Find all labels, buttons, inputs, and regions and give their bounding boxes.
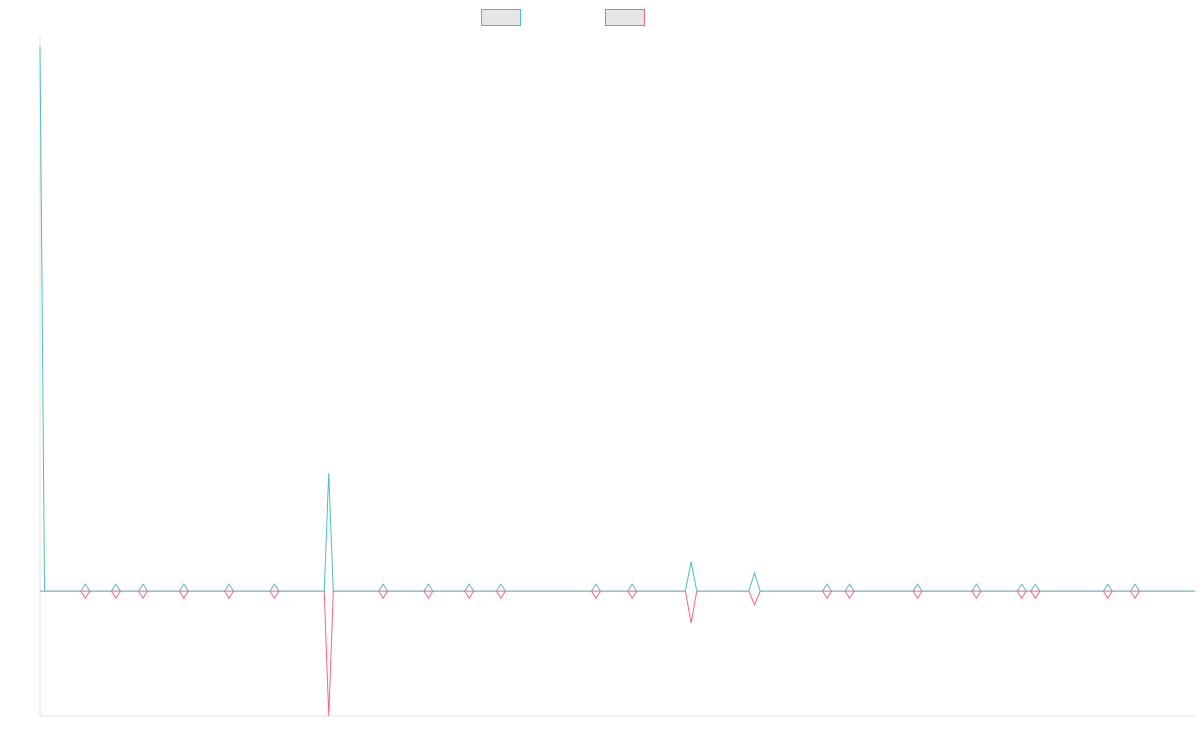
marker-lower xyxy=(844,590,856,600)
marker-lower xyxy=(223,590,235,600)
data-point-marker xyxy=(110,583,122,600)
marker-lower xyxy=(463,590,475,600)
legend xyxy=(481,9,645,26)
data-point-marker xyxy=(821,583,833,600)
marker-lower xyxy=(1029,590,1041,600)
marker-upper xyxy=(912,583,923,592)
data-point-marker xyxy=(1129,583,1141,600)
data-point-marker xyxy=(495,583,507,600)
marker-lower xyxy=(495,590,507,600)
marker-upper xyxy=(377,583,389,592)
marker-upper xyxy=(626,583,638,592)
marker-lower xyxy=(79,590,91,600)
marker-upper xyxy=(1029,583,1041,592)
data-point-marker xyxy=(912,583,923,600)
data-point-marker xyxy=(590,583,602,600)
marker-lower xyxy=(137,590,149,600)
marker-upper xyxy=(590,583,602,592)
series-layer xyxy=(39,46,1195,717)
data-point-marker xyxy=(79,583,91,600)
marker-upper xyxy=(463,583,475,592)
marker-lower xyxy=(912,590,923,600)
marker-lower xyxy=(268,590,280,600)
marker-upper xyxy=(79,583,91,592)
marker-upper xyxy=(137,583,149,592)
data-point-marker xyxy=(178,583,190,600)
marker-upper xyxy=(1102,583,1114,592)
marker-lower xyxy=(590,590,602,600)
data-point-marker xyxy=(463,583,475,600)
marker-upper xyxy=(422,583,434,592)
data-point-marker xyxy=(626,583,638,600)
data-point-marker xyxy=(268,583,280,600)
data-point-marker xyxy=(1016,583,1028,600)
data-point-marker xyxy=(377,583,389,600)
data-point-marker xyxy=(1029,583,1041,600)
marker-lower xyxy=(971,590,982,600)
data-point-marker xyxy=(223,583,235,600)
marker-upper xyxy=(1016,583,1028,592)
data-point-marker xyxy=(971,583,982,600)
data-point-marker xyxy=(1102,583,1114,600)
marker-upper xyxy=(1129,583,1141,592)
data-point-marker xyxy=(137,583,149,600)
series-line-1 xyxy=(39,46,1195,592)
marker-lower xyxy=(1016,590,1028,600)
marker-lower xyxy=(422,590,434,600)
marker-upper xyxy=(821,583,833,592)
marker-lower xyxy=(110,590,122,600)
legend-swatch-1 xyxy=(481,9,521,26)
marker-lower xyxy=(377,590,389,600)
marker-layer xyxy=(79,583,1141,600)
marker-upper xyxy=(110,583,122,592)
marker-upper xyxy=(223,583,235,592)
marker-upper xyxy=(971,583,982,592)
marker-lower xyxy=(1102,590,1114,600)
legend-swatch-2 xyxy=(605,9,645,26)
marker-upper xyxy=(844,583,856,592)
marker-lower xyxy=(821,590,833,600)
data-point-marker xyxy=(422,583,434,600)
marker-lower xyxy=(1129,590,1141,600)
marker-lower xyxy=(178,590,190,600)
marker-upper xyxy=(495,583,507,592)
marker-upper xyxy=(268,583,280,592)
marker-lower xyxy=(626,590,638,600)
data-point-marker xyxy=(844,583,856,600)
marker-upper xyxy=(178,583,190,592)
axes xyxy=(39,35,1195,717)
series-line-2 xyxy=(40,590,1195,717)
